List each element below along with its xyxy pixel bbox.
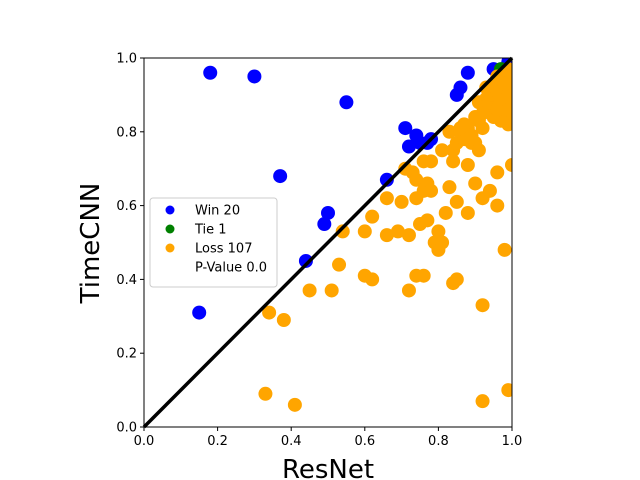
legend-label: Tie 1 — [194, 223, 227, 238]
data-point — [490, 102, 505, 117]
data-point — [453, 80, 468, 95]
data-point — [490, 165, 505, 180]
legend: Win 20 Tie 1 Loss 107 P-Value 0.0 — [149, 197, 278, 288]
plot-frame — [143, 57, 513, 428]
data-point — [398, 121, 413, 136]
data-point — [324, 283, 339, 298]
data-point — [490, 198, 505, 213]
legend-label: Win 20 — [195, 204, 240, 219]
data-point — [435, 143, 450, 158]
data-point — [365, 209, 380, 224]
data-point — [460, 158, 475, 173]
points-layer — [192, 58, 512, 412]
data-point — [321, 205, 335, 220]
data-point — [258, 386, 273, 401]
data-point — [394, 194, 409, 209]
legend-label: Loss 107 — [195, 242, 252, 257]
data-point — [302, 283, 317, 298]
data-point — [416, 268, 431, 283]
data-point — [298, 253, 313, 268]
data-point — [203, 65, 218, 80]
data-point — [401, 283, 416, 298]
data-point — [497, 242, 512, 257]
data-point — [505, 158, 512, 173]
y-tick-label: 0.6 — [116, 199, 137, 214]
data-point — [449, 194, 464, 209]
x-tick-label: 1.0 — [502, 434, 523, 449]
legend-label: P-Value 0.0 — [195, 261, 267, 276]
data-point — [449, 272, 464, 287]
x-tick-label: 0.0 — [134, 434, 155, 449]
data-point — [475, 394, 490, 409]
data-point — [335, 224, 350, 239]
y-axis-title: TimeCNN — [76, 183, 106, 305]
data-point — [460, 205, 475, 220]
data-point — [317, 217, 332, 232]
data-point — [247, 69, 262, 84]
data-point — [357, 224, 372, 239]
data-point — [468, 110, 483, 125]
y-tick-label: 0.0 — [116, 421, 137, 436]
data-point — [475, 121, 490, 136]
data-point — [390, 224, 405, 239]
data-point — [262, 305, 277, 320]
y-tick-label: 0.2 — [116, 347, 137, 362]
x-tick-label: 0.2 — [207, 434, 228, 449]
x-tick-label: 0.4 — [281, 434, 302, 449]
data-point — [424, 154, 439, 169]
data-point — [435, 235, 450, 250]
data-point — [424, 183, 439, 198]
data-point — [471, 143, 486, 158]
y-tick-label: 0.4 — [116, 273, 137, 288]
data-point — [505, 69, 512, 84]
x-axis-title: ResNet — [282, 455, 374, 480]
data-point — [493, 113, 508, 128]
data-point — [273, 169, 288, 184]
data-point — [332, 257, 347, 272]
data-point — [438, 205, 453, 220]
legend-marker — [165, 205, 175, 215]
legend-marker — [165, 224, 175, 234]
data-point — [460, 65, 475, 80]
data-point — [339, 95, 354, 110]
x-tick-label: 0.8 — [428, 434, 449, 449]
y-tick-label: 0.8 — [116, 125, 137, 140]
data-point — [475, 298, 490, 313]
data-point — [501, 383, 512, 398]
data-point — [379, 191, 394, 206]
data-point — [379, 228, 394, 243]
legend-marker — [165, 243, 175, 253]
data-point — [287, 397, 302, 412]
y-axis-ticks: 0.0 0.2 0.4 0.6 0.8 1.0 — [116, 52, 144, 436]
data-point — [468, 176, 483, 191]
data-point — [192, 305, 207, 320]
data-point — [482, 183, 497, 198]
data-point — [420, 213, 435, 228]
data-point — [446, 154, 461, 169]
data-point — [453, 121, 468, 136]
data-point — [401, 228, 416, 243]
data-point — [379, 172, 394, 187]
data-point — [409, 172, 424, 187]
legend-box — [149, 197, 278, 288]
data-point — [365, 272, 380, 287]
x-tick-label: 0.6 — [354, 434, 375, 449]
data-point — [442, 180, 457, 195]
data-point — [505, 95, 512, 110]
data-point — [276, 312, 291, 327]
diagonal-line — [142, 56, 514, 429]
data-point — [442, 124, 457, 139]
data-point — [401, 139, 416, 154]
x-axis-ticks: 0.0 0.2 0.4 0.6 0.8 1.0 — [134, 427, 523, 449]
data-point — [431, 224, 446, 239]
y-tick-label: 1.0 — [116, 52, 137, 67]
